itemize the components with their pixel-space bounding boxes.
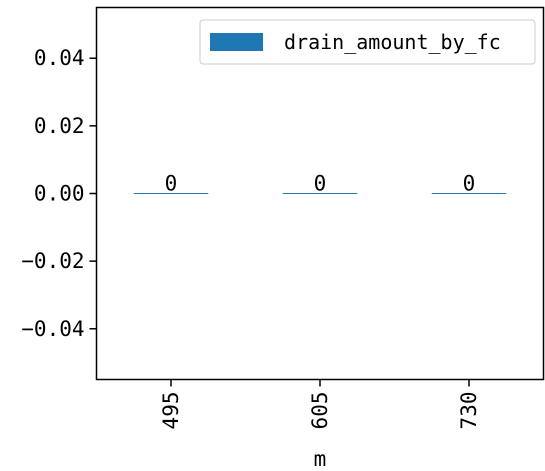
plot-frame	[95, 6, 545, 381]
legend-swatch	[210, 33, 263, 51]
x-tick-label: 605	[308, 392, 332, 430]
y-tick-label: −0.02	[21, 249, 84, 273]
y-tick-label: 0.00	[34, 182, 85, 206]
bar-labels-group: 0 0 0	[165, 172, 476, 196]
x-tick-label: 495	[159, 392, 183, 430]
bar-value-label: 0	[463, 172, 476, 196]
x-tick-label: 730	[457, 392, 481, 430]
y-tick-label: 0.02	[34, 114, 85, 138]
legend: drain_amount_by_fc	[199, 19, 536, 65]
bar-605	[282, 193, 358, 194]
bars-group	[133, 193, 507, 194]
bar-730	[431, 193, 507, 194]
y-tick-label: 0.04	[34, 46, 85, 70]
legend-box	[199, 19, 536, 65]
bar-495	[133, 193, 209, 194]
y-axis-ticks: −0.04 −0.02 0.00 0.02 0.04	[21, 46, 97, 341]
bar-value-label: 0	[314, 172, 327, 196]
y-tick-label: −0.04	[21, 317, 84, 341]
bar-value-label: 0	[165, 172, 178, 196]
legend-label: drain_amount_by_fc	[284, 30, 501, 54]
x-axis-label: m	[314, 447, 327, 471]
x-axis-ticks: 495 605 730	[159, 379, 481, 430]
